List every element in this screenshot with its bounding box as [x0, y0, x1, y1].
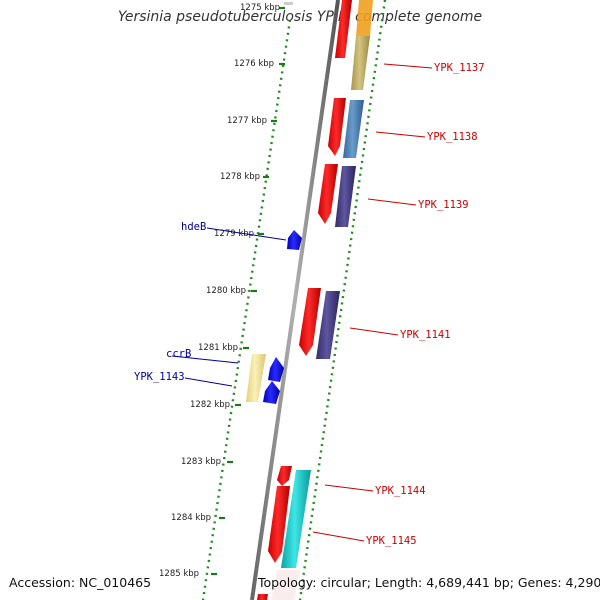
cog-track-pale-bottom	[271, 570, 300, 600]
gene-label-ypk1138: YPK_1138	[427, 131, 478, 143]
ring-marker	[284, 2, 293, 5]
right-leaders	[312, 63, 433, 542]
gene-label-ccrb: ccrB	[166, 348, 191, 360]
tick-label-1283: 1283 kbp	[181, 457, 221, 467]
tick-label-1280: 1280 kbp	[206, 286, 246, 296]
gene-label-ypk1141: YPK_1141	[400, 329, 451, 341]
genome-backbone	[250, 0, 340, 600]
cog-track-slateblue-1	[335, 166, 356, 227]
plus-strand-genes	[257, 0, 352, 600]
tick-label-1281: 1281 kbp	[198, 343, 238, 353]
gene-label-ypk1144: YPK_1144	[375, 485, 426, 497]
gene-arrow-ypk1143	[263, 381, 280, 404]
gene-arrow-1146	[257, 594, 268, 600]
gene-arrow-ccrB	[268, 357, 284, 382]
gene-arrow-hdeB	[287, 230, 302, 250]
gene-label-ypk1143: YPK_1143	[134, 371, 185, 383]
minus-strand-genes	[263, 230, 302, 404]
tick-label-1279: 1279 kbp	[214, 229, 254, 239]
gene-arrow-1141	[299, 288, 321, 356]
left-leaders	[171, 227, 287, 387]
gene-label-ypk1139: YPK_1139	[418, 199, 469, 211]
tick-label-1277: 1277 kbp	[227, 116, 267, 126]
tick-marks	[211, 6, 285, 576]
tick-label-1278: 1278 kbp	[220, 172, 260, 182]
map-title: Yersinia pseudotuberculosis YPIII, compl…	[117, 9, 483, 25]
cog-track-cyan	[281, 470, 311, 568]
cog-track-steelblue	[343, 100, 364, 158]
accession-label: Accession: NC_010465	[9, 575, 152, 590]
cog-track-orange	[356, 0, 373, 36]
cog-track-paleyellow	[246, 354, 266, 402]
gene-label-ypk1145: YPK_1145	[366, 535, 417, 547]
cog-track-slateblue-2	[316, 291, 340, 359]
gene-label-ypk1137: YPK_1137	[434, 62, 485, 74]
tick-label-1285: 1285 kbp	[159, 569, 199, 579]
dotted-ring-inner	[201, 19, 292, 600]
cog-track-khaki	[351, 36, 370, 90]
tick-label-1276: 1276 kbp	[234, 59, 274, 69]
topology-label: Topology: circular; Length: 4,689,441 bp…	[258, 575, 600, 590]
tick-label-1284: 1284 kbp	[171, 513, 211, 523]
gene-arrow-1136	[335, 0, 352, 58]
tick-label-1275: 1275 kbp	[240, 3, 280, 13]
gene-label-hdeb: hdeB	[181, 221, 206, 233]
gene-arrow-1138	[328, 98, 346, 156]
gene-arrow-1139	[318, 164, 338, 224]
gene-arrow-1144a	[277, 466, 292, 486]
tick-label-1282: 1282 kbp	[190, 400, 230, 410]
gene-arrow-1144b	[268, 486, 290, 563]
